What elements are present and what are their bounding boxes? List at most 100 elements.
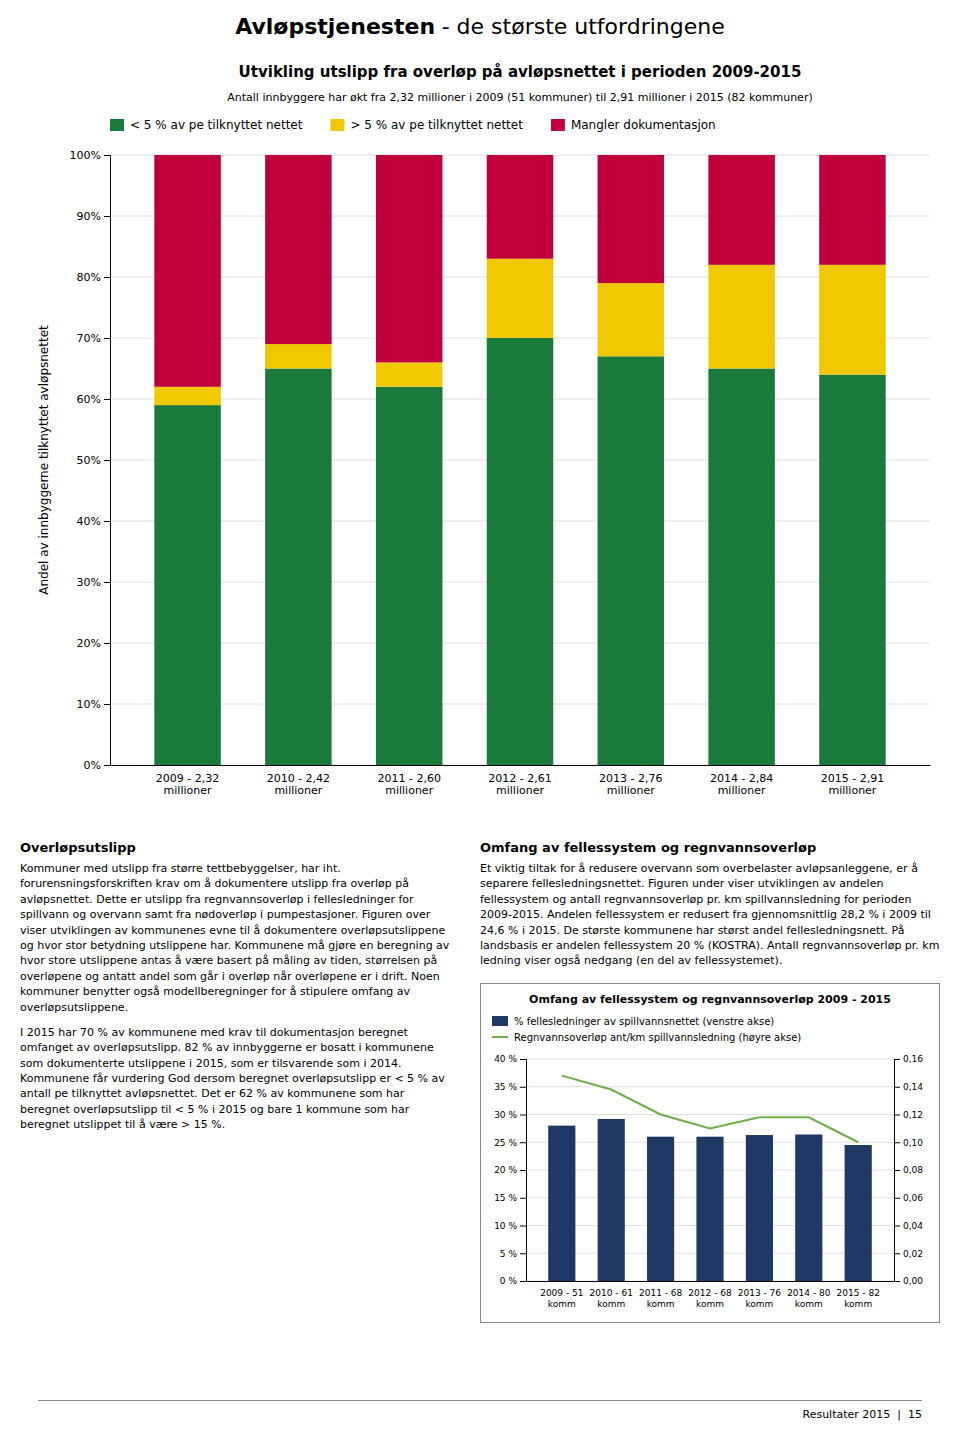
tick-label-line: komm xyxy=(696,1298,724,1308)
bar xyxy=(819,375,885,765)
tick: 0,10 xyxy=(894,1137,923,1147)
paragraph: Et viktig tiltak for å redusere overvann… xyxy=(480,861,940,969)
tick-label: 2009 - 51komm xyxy=(540,1288,583,1308)
y-axis: 0 %5 %10 %15 %20 %25 %30 %35 %40 % xyxy=(494,1054,526,1286)
tick-label-line: millioner xyxy=(828,784,876,797)
bar xyxy=(154,387,220,405)
tick: 20 % xyxy=(494,1165,526,1175)
tick: 100% xyxy=(70,149,110,162)
tick: 90% xyxy=(77,210,110,223)
chart: Omfang av fellessystem og regnvannsoverl… xyxy=(480,983,940,1323)
tick-mark xyxy=(520,1170,526,1171)
chart-title: Omfang av fellessystem og regnvannsoverl… xyxy=(529,993,891,1006)
tick-label: 35 % xyxy=(494,1082,517,1092)
tick-mark xyxy=(104,521,110,522)
bar xyxy=(265,369,331,766)
bar xyxy=(376,362,442,386)
tick-label: 0,08 xyxy=(903,1165,923,1175)
tick: 40 % xyxy=(494,1054,526,1064)
tick-label-line: komm xyxy=(795,1298,823,1308)
grid-line xyxy=(526,1086,894,1087)
tick: 0,04 xyxy=(894,1221,923,1231)
tick-label: 2015 - 2,91millioner xyxy=(821,772,884,798)
tick-label-line: komm xyxy=(745,1298,773,1308)
tick-label: 80% xyxy=(77,271,101,284)
chart-frame xyxy=(481,983,940,1322)
tick-label: 2011 - 2,60millioner xyxy=(377,772,440,798)
tick: 0% xyxy=(84,759,110,772)
tick-label: 0,12 xyxy=(903,1110,923,1120)
tick-mark xyxy=(520,1253,526,1254)
axis-domain xyxy=(104,156,111,766)
bar xyxy=(487,259,553,338)
tick: 0,06 xyxy=(894,1193,923,1203)
y-axis: 0%10%20%30%40%50%60%70%80%90%100% xyxy=(70,149,111,772)
tick-label: 0,00 xyxy=(903,1276,923,1286)
bar xyxy=(376,387,442,765)
bar xyxy=(265,344,331,368)
tick-label: 60% xyxy=(77,393,101,406)
tick-label: 5 % xyxy=(500,1248,518,1258)
tick-mark xyxy=(894,1253,900,1254)
plot-area xyxy=(154,155,885,765)
tick-mark xyxy=(520,1086,526,1087)
bar xyxy=(598,1119,625,1281)
bar xyxy=(819,265,885,375)
tick: 60% xyxy=(77,393,110,406)
line xyxy=(562,1075,858,1142)
legend-swatch xyxy=(330,119,344,131)
tick: 2010 - 61komm xyxy=(590,1288,633,1308)
tick: 2014 - 80komm xyxy=(787,1288,831,1308)
bar xyxy=(154,405,220,765)
tick-label-line: 2015 - 82 xyxy=(837,1288,880,1298)
tick-label-line: 2012 - 68 xyxy=(688,1288,732,1298)
tick-label: 0 % xyxy=(500,1276,518,1286)
tick-mark xyxy=(104,216,110,217)
tick: 2013 - 2,76millioner xyxy=(599,772,662,798)
tick-label-line: 2012 - 2,61 xyxy=(488,772,551,785)
legend-item: Mangler dokumentasjon xyxy=(551,118,716,132)
tick-mark xyxy=(104,460,110,461)
bar xyxy=(647,1136,674,1280)
tick-mark xyxy=(520,1114,526,1115)
bar xyxy=(598,283,664,356)
bar xyxy=(548,1125,575,1280)
tick-mark xyxy=(520,1059,526,1060)
tick-label: 25 % xyxy=(494,1137,517,1147)
tick-label: 30% xyxy=(77,576,101,589)
axis-domain xyxy=(895,1059,901,1281)
section-title: Overløpsutslipp xyxy=(20,840,450,855)
series xyxy=(548,1119,872,1281)
x-axis: 2009 - 2,32millioner2010 - 2,42millioner… xyxy=(111,766,931,798)
tick-label-line: 2014 - 2,84 xyxy=(710,772,773,785)
tick-label: 30 % xyxy=(494,1110,517,1120)
tick: 5 % xyxy=(500,1248,526,1258)
tick: 2009 - 51komm xyxy=(540,1288,583,1308)
tick-label: 40 % xyxy=(494,1054,517,1064)
tick-label-line: 2010 - 2,42 xyxy=(267,772,330,785)
tick-label-line: millioner xyxy=(274,784,322,797)
bar xyxy=(795,1134,822,1281)
tick: 0,08 xyxy=(894,1165,923,1175)
tick: 2009 - 2,32millioner xyxy=(156,772,219,798)
legend-label: < 5 % av pe tilknyttet nettet xyxy=(130,118,303,132)
tick-mark xyxy=(894,1170,900,1171)
legend-swatch xyxy=(492,1016,508,1026)
tick: 0,02 xyxy=(894,1248,923,1258)
footer-rule xyxy=(38,1400,922,1401)
tick-label-line: 2010 - 61 xyxy=(590,1288,633,1298)
tick: 0,14 xyxy=(894,1082,923,1092)
axis-domain xyxy=(527,1281,895,1282)
bar xyxy=(598,155,664,283)
tick-mark xyxy=(894,1142,900,1143)
tick-label: 0,14 xyxy=(903,1082,923,1092)
legend-swatch xyxy=(492,1036,508,1038)
tick-label: 2013 - 2,76millioner xyxy=(599,772,662,798)
tick-label: 50% xyxy=(77,454,101,467)
tick-mark xyxy=(104,277,110,278)
y-axis-title: Andel av innbyggerne tilknyttet avløpsne… xyxy=(37,325,51,595)
series xyxy=(154,338,885,765)
tick-label-line: 2009 - 51 xyxy=(540,1288,583,1298)
tick-label: 10 % xyxy=(494,1221,517,1231)
tick-label: 0,06 xyxy=(903,1193,923,1203)
